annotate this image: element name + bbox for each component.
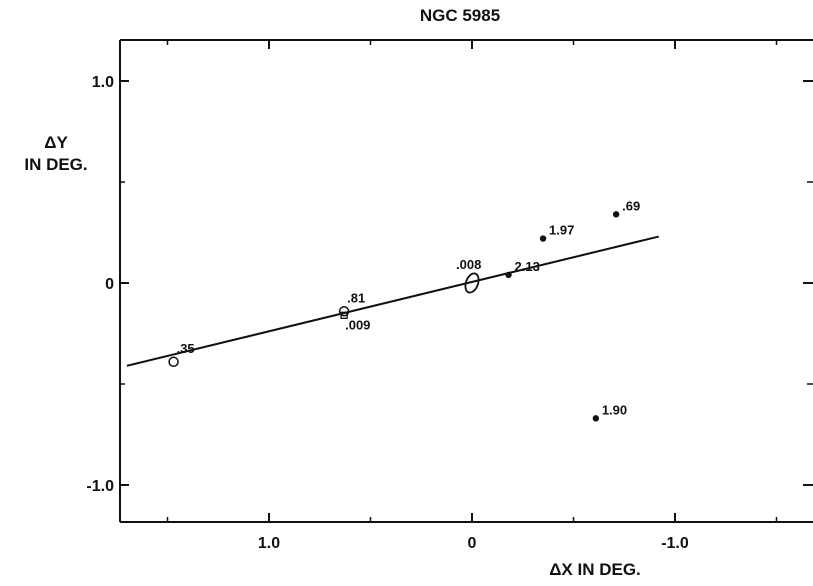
y-axis-label-line-2: IN DEG. xyxy=(24,155,88,174)
data-point: .35 xyxy=(168,341,195,368)
point-label: .009 xyxy=(345,317,370,332)
axis-ticks xyxy=(120,40,813,522)
x-tick-label: -1.0 xyxy=(661,535,689,552)
point-marker-open xyxy=(168,356,179,368)
fit-line-segment xyxy=(126,235,659,367)
point-marker-ellipse xyxy=(464,272,480,294)
point-label: .81 xyxy=(347,290,365,305)
point-label: .69 xyxy=(622,198,640,213)
point-label: .35 xyxy=(177,341,195,356)
y-tick-label: 0 xyxy=(105,276,114,293)
y-axis-label: ΔY IN DEG. xyxy=(2,132,110,176)
tick-labels: 1.0 0 -1.0 1.0 0 -1.0 xyxy=(86,74,688,552)
point-label: 1.90 xyxy=(602,402,627,417)
y-tick-label: 1.0 xyxy=(92,74,114,91)
data-point: .009 xyxy=(340,311,370,332)
data-point: 1.97 xyxy=(539,223,574,242)
data-point: 2.13 xyxy=(505,259,540,279)
data-point: 1.90 xyxy=(592,402,627,422)
plot-frame xyxy=(119,39,813,523)
point-marker-filled xyxy=(592,415,600,422)
point-label: 1.97 xyxy=(549,223,574,238)
point-marker-filled xyxy=(505,271,512,279)
data-point: .81 xyxy=(338,290,365,317)
data-points: .35 .81 .009 .008 2.13 1.97 .69 1.90 xyxy=(168,198,640,422)
point-marker-filled xyxy=(539,235,547,242)
y-tick-label: -1.0 xyxy=(86,478,114,495)
point-marker-filled xyxy=(612,211,620,218)
fit-line xyxy=(126,235,659,367)
x-axis-label: ΔX IN DEG. xyxy=(549,560,641,579)
point-label: .008 xyxy=(456,257,481,272)
point-marker-square xyxy=(340,311,348,319)
chart-title: NGC 5985 xyxy=(419,6,501,25)
point-marker-open xyxy=(338,306,350,317)
point-label: 2.13 xyxy=(515,259,540,274)
x-tick-label: 0 xyxy=(468,535,477,552)
y-axis-label-line-1: ΔY xyxy=(44,133,68,152)
data-point: .008 xyxy=(456,257,481,294)
x-tick-label: 1.0 xyxy=(258,535,280,552)
data-point: .69 xyxy=(612,198,640,218)
